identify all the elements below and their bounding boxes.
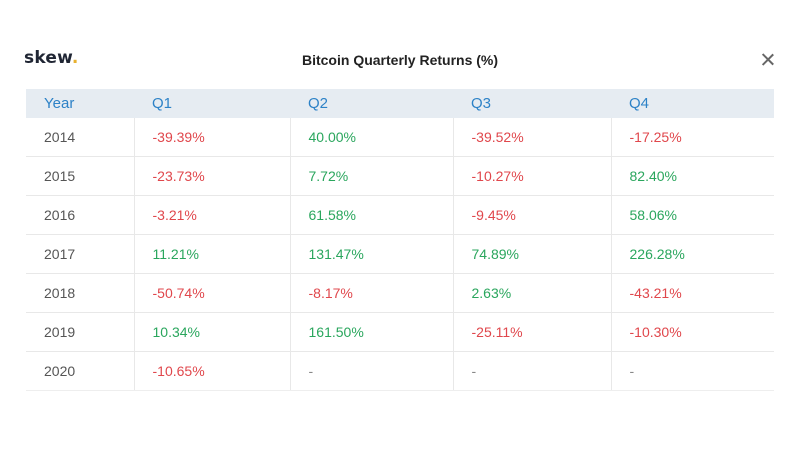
logo-text: skew: [24, 48, 72, 68]
return-cell-q3: -25.11%: [452, 312, 611, 352]
table-title: Bitcoin Quarterly Returns (%): [301, 52, 499, 68]
return-cell-q2: 7.72%: [289, 156, 453, 196]
table-row: 2015 -23.73% 7.72% -10.27% 82.40%: [26, 156, 774, 196]
return-cell-q2: 40.00%: [289, 118, 453, 157]
year-cell: 2015: [26, 156, 134, 196]
return-cell-q1: -39.39%: [133, 118, 290, 157]
return-cell-q1: -3.21%: [133, 195, 290, 235]
year-cell: 2014: [26, 118, 134, 157]
return-cell-q4: 226.28%: [610, 234, 774, 274]
return-cell-q4: 58.06%: [610, 195, 774, 235]
modal-header: skew. Bitcoin Quarterly Returns (%): [0, 0, 800, 90]
returns-table: Year Q1 Q2 Q3 Q4 2014 -39.39% 40.00% -39.52…: [26, 89, 774, 391]
return-cell-q4: -10.30%: [610, 312, 774, 352]
return-cell-q1: -50.74%: [133, 273, 290, 313]
close-icon[interactable]: [758, 50, 778, 70]
return-cell-q1: -23.73%: [133, 156, 290, 196]
column-header-q1: Q1: [134, 89, 290, 118]
return-cell-q4: -17.25%: [610, 118, 774, 157]
return-cell-q2: 131.47%: [289, 234, 453, 274]
return-cell-q2: -8.17%: [289, 273, 453, 313]
year-cell: 2019: [26, 312, 134, 352]
return-cell-q2: 61.58%: [289, 195, 453, 235]
return-cell-q1: 10.34%: [133, 312, 290, 352]
return-cell-q3: -39.52%: [452, 118, 611, 157]
year-cell: 2018: [26, 273, 134, 313]
column-header-q4: Q4: [611, 89, 774, 118]
table-row: 2014 -39.39% 40.00% -39.52% -17.25%: [26, 118, 774, 157]
skew-logo: skew.: [24, 48, 79, 68]
logo-dot: .: [71, 48, 79, 68]
return-cell-q3: -9.45%: [452, 195, 611, 235]
year-cell: 2020: [26, 351, 134, 391]
return-cell-q2: 161.50%: [289, 312, 453, 352]
return-cell-q3: -: [452, 351, 611, 391]
column-header-q3: Q3: [453, 89, 611, 118]
table-row: 2020 -10.65% - - -: [26, 351, 774, 391]
table-row: 2016 -3.21% 61.58% -9.45% 58.06%: [26, 195, 774, 235]
table-row: 2017 11.21% 131.47% 74.89% 226.28%: [26, 234, 774, 274]
return-cell-q4: -43.21%: [610, 273, 774, 313]
return-cell-q3: 74.89%: [452, 234, 611, 274]
return-cell-q3: -10.27%: [452, 156, 611, 196]
year-cell: 2017: [26, 234, 134, 274]
return-cell-q3: 2.63%: [452, 273, 611, 313]
year-cell: 2016: [26, 195, 134, 235]
return-cell-q2: -: [289, 351, 453, 391]
table-row: 2019 10.34% 161.50% -25.11% -10.30%: [26, 312, 774, 352]
table-row: 2018 -50.74% -8.17% 2.63% -43.21%: [26, 273, 774, 313]
header-row: Year Q1 Q2 Q3 Q4: [26, 89, 774, 118]
return-cell-q4: 82.40%: [610, 156, 774, 196]
return-cell-q1: -10.65%: [133, 351, 290, 391]
column-header-q2: Q2: [290, 89, 453, 118]
return-cell-q4: -: [610, 351, 774, 391]
column-header-year: Year: [26, 89, 134, 118]
return-cell-q1: 11.21%: [133, 234, 290, 274]
table-body: 2014 -39.39% 40.00% -39.52% -17.25% 2015 -23.7…: [26, 118, 774, 391]
